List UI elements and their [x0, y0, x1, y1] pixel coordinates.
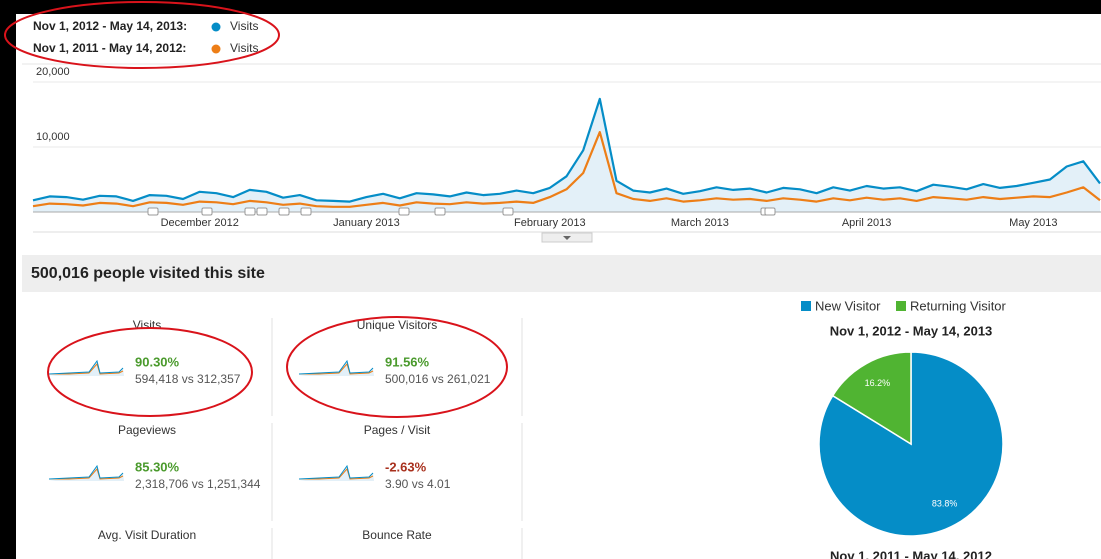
- x-tick-label: March 2013: [671, 217, 729, 229]
- pie-slice: [831, 351, 912, 446]
- annotation-marker[interactable]: [201, 207, 213, 216]
- metric-change: 91.56%: [385, 354, 430, 369]
- sparkline: [298, 464, 374, 480]
- annotation-icon: [502, 207, 514, 216]
- legend-swatch: [211, 22, 221, 32]
- legend-swatch: [896, 301, 906, 311]
- metric-title: Pages / Visit: [364, 423, 431, 437]
- annotation-marker[interactable]: [764, 207, 776, 216]
- line: [32, 97, 1101, 203]
- expand-arrow: [563, 236, 571, 240]
- annotation-marker[interactable]: [434, 207, 446, 216]
- pie-title: Nov 1, 2011 - May 14, 2012: [830, 548, 992, 559]
- y-tick-label: 20,000: [36, 66, 70, 78]
- annotation-icon: [147, 207, 159, 216]
- annotation-icon: [434, 207, 446, 216]
- legend-metric: Visits: [230, 41, 258, 55]
- metric-comparison: 3.90 vs 4.01: [385, 477, 451, 491]
- metric-comparison: 500,016 vs 261,021: [385, 372, 491, 386]
- legend-label: Returning Visitor: [910, 298, 1007, 313]
- metric-change: 90.30%: [135, 354, 180, 369]
- metric-change: -2.63%: [385, 459, 427, 474]
- metric-title: Avg. Visit Duration: [98, 528, 196, 542]
- metric-title: Unique Visitors: [357, 318, 437, 332]
- legend-period: Nov 1, 2011 - May 14, 2012:: [33, 41, 186, 55]
- metric-comparison: 2,318,706 vs 1,251,344: [135, 477, 261, 491]
- annotation-icon: [398, 207, 410, 216]
- sparkline: [48, 359, 124, 375]
- annotation-marker[interactable]: [398, 207, 410, 216]
- sparkline: [49, 467, 124, 480]
- pie-title: Nov 1, 2012 - May 14, 2013: [830, 323, 993, 338]
- sparkline: [298, 359, 374, 375]
- annotation-icon: [256, 207, 268, 216]
- annotation-marker[interactable]: [502, 207, 514, 216]
- line: [32, 131, 1101, 208]
- metric-comparison: 594,418 vs 312,357: [135, 372, 241, 386]
- metric-change: 85.30%: [135, 459, 180, 474]
- annotation-marker[interactable]: [278, 207, 290, 216]
- x-tick-label: February 2013: [514, 217, 586, 229]
- sparkline: [48, 464, 124, 480]
- legend-swatch: [801, 301, 811, 311]
- annotation-marker[interactable]: [147, 207, 159, 216]
- metric-title: Pageviews: [118, 423, 176, 437]
- highlight-circle: [286, 316, 508, 418]
- annotation-icon: [278, 207, 290, 216]
- x-tick-label: December 2012: [161, 217, 239, 229]
- highlight-circle: [47, 327, 253, 417]
- annotation-icon: [764, 207, 776, 216]
- sparkline: [49, 362, 124, 375]
- x-tick-label: May 2013: [1009, 217, 1057, 229]
- annotation-icon: [300, 207, 312, 216]
- annotation-icon: [244, 207, 256, 216]
- x-tick-label: April 2013: [842, 217, 892, 229]
- annotation-marker[interactable]: [300, 207, 312, 216]
- x-tick-label: January 2013: [333, 217, 400, 229]
- annotation-marker[interactable]: [256, 207, 268, 216]
- summary-title: 500,016 people visited this site: [31, 265, 265, 282]
- metric-title: Bounce Rate: [362, 528, 432, 542]
- legend-period: Nov 1, 2012 - May 14, 2013:: [33, 19, 187, 33]
- annotation-marker[interactable]: [244, 207, 256, 216]
- sparkline: [299, 467, 374, 480]
- legend-label: New Visitor: [815, 298, 881, 313]
- annotation-icon: [201, 207, 213, 216]
- highlight-circle: [4, 1, 280, 69]
- slice-label: 16.2%: [865, 378, 891, 388]
- legend-metric: Visits: [230, 19, 258, 33]
- legend-swatch: [211, 44, 221, 54]
- sparkline: [299, 362, 374, 375]
- y-tick-label: 10,000: [36, 131, 70, 143]
- metric-title: Visits: [133, 318, 161, 332]
- slice-label: 83.8%: [932, 499, 958, 509]
- summary-bar: [22, 255, 1101, 292]
